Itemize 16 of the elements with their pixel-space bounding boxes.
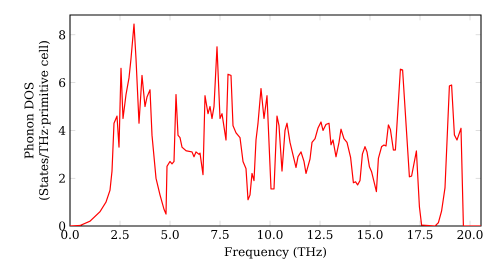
x-tick-label: 12.5: [308, 230, 332, 240]
y-tick-label: 2: [59, 174, 65, 183]
x-tick-label: 5.0: [161, 230, 179, 240]
y-axis-title: Phonon DOS (States/THz·primitive cell): [24, 41, 50, 200]
x-tick-label: 20.0: [457, 230, 483, 240]
x-tick-label: 7.5: [211, 230, 229, 239]
y-tick-label: 0: [59, 221, 66, 231]
x-tick-label: 17.5: [408, 230, 432, 240]
y-tick-label: 8: [59, 30, 66, 40]
x-tick-label: 2.5: [111, 230, 129, 240]
x-tick-label: 0.0: [61, 230, 79, 240]
x-tick-label: 15.0: [358, 230, 383, 240]
y-tick-label: 4: [58, 126, 66, 135]
y-tick-label: 6: [59, 78, 66, 88]
x-tick-label: 10.0: [258, 230, 283, 240]
x-axis-title: Frequency (THz): [224, 246, 326, 259]
